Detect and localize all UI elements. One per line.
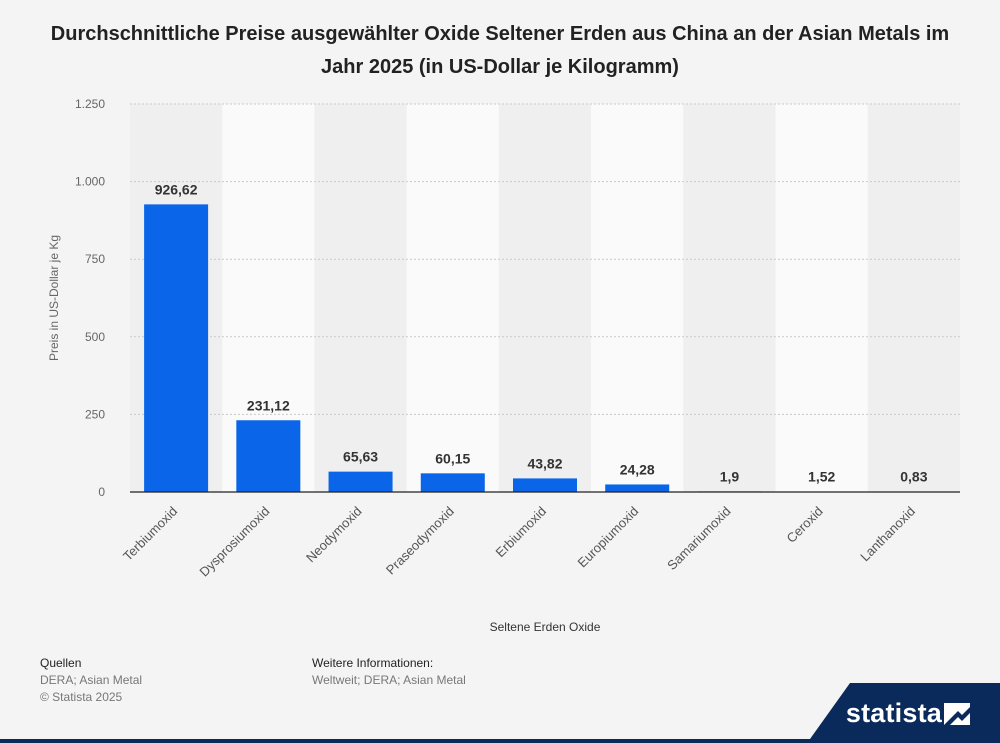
x-tick-label: Europiumoxid <box>575 504 642 571</box>
y-tick-label: 1.250 <box>75 97 105 111</box>
x-tick-label: Erbiumoxid <box>493 504 550 561</box>
data-label: 24,28 <box>620 461 655 477</box>
column-band <box>591 104 684 492</box>
bar <box>328 471 393 492</box>
data-label: 1,9 <box>720 468 740 484</box>
data-label: 926,62 <box>155 181 198 197</box>
footer-band <box>0 739 1000 743</box>
column-band <box>498 104 592 492</box>
sources-text: DERA; Asian Metal <box>40 673 143 687</box>
bar <box>513 478 577 492</box>
data-label: 231,12 <box>247 397 290 413</box>
x-tick-label: Praseodymoxid <box>383 504 457 578</box>
sources-block: Quellen DERA; Asian Metal © Statista 202… <box>40 655 142 706</box>
data-label: 60,15 <box>435 450 470 466</box>
sources-heading: Quellen <box>40 656 82 670</box>
x-tick-label: Dysprosiumoxid <box>196 504 272 580</box>
bar <box>236 420 301 492</box>
data-label: 1,52 <box>808 469 835 485</box>
y-tick-label: 750 <box>85 252 105 266</box>
statista-logo[interactable]: statista <box>845 698 942 728</box>
statista-logo-background <box>810 683 1000 739</box>
column-band <box>406 104 499 492</box>
data-label: 65,63 <box>343 449 378 465</box>
copyright: © Statista 2025 <box>40 690 123 704</box>
y-tick-label: 0 <box>98 485 105 499</box>
x-tick-label: Neodymoxid <box>303 504 365 566</box>
y-axis-title: Preis in US-Dollar je Kg <box>47 235 61 361</box>
bar <box>605 484 670 492</box>
x-tick-label: Ceroxid <box>784 504 826 546</box>
data-label: 0,83 <box>900 469 927 485</box>
x-tick-label: Terbiumoxid <box>120 504 180 564</box>
y-tick-label: 250 <box>85 407 105 421</box>
bar <box>144 204 209 493</box>
column-band <box>867 104 960 492</box>
info-block: Weitere Informationen: Weltweit; DERA; A… <box>312 655 466 689</box>
column-band <box>314 104 407 492</box>
column-band <box>775 104 868 492</box>
column-band <box>683 104 776 492</box>
data-label: 43,82 <box>527 455 562 471</box>
info-text: Weltweit; DERA; Asian Metal <box>312 673 466 687</box>
info-heading: Weitere Informationen: <box>312 656 434 670</box>
x-axis-title: Seltene Erden Oxide <box>490 620 601 634</box>
y-tick-label: 500 <box>85 330 105 344</box>
bar <box>420 473 485 492</box>
statista-logo-icon <box>944 703 970 725</box>
y-tick-label: 1.000 <box>75 175 105 189</box>
x-tick-label: Samariumoxid <box>664 504 733 573</box>
x-tick-label: Lanthanoxid <box>857 504 918 565</box>
chart-title: Durchschnittliche Preise ausgewählter Ox… <box>50 23 950 78</box>
